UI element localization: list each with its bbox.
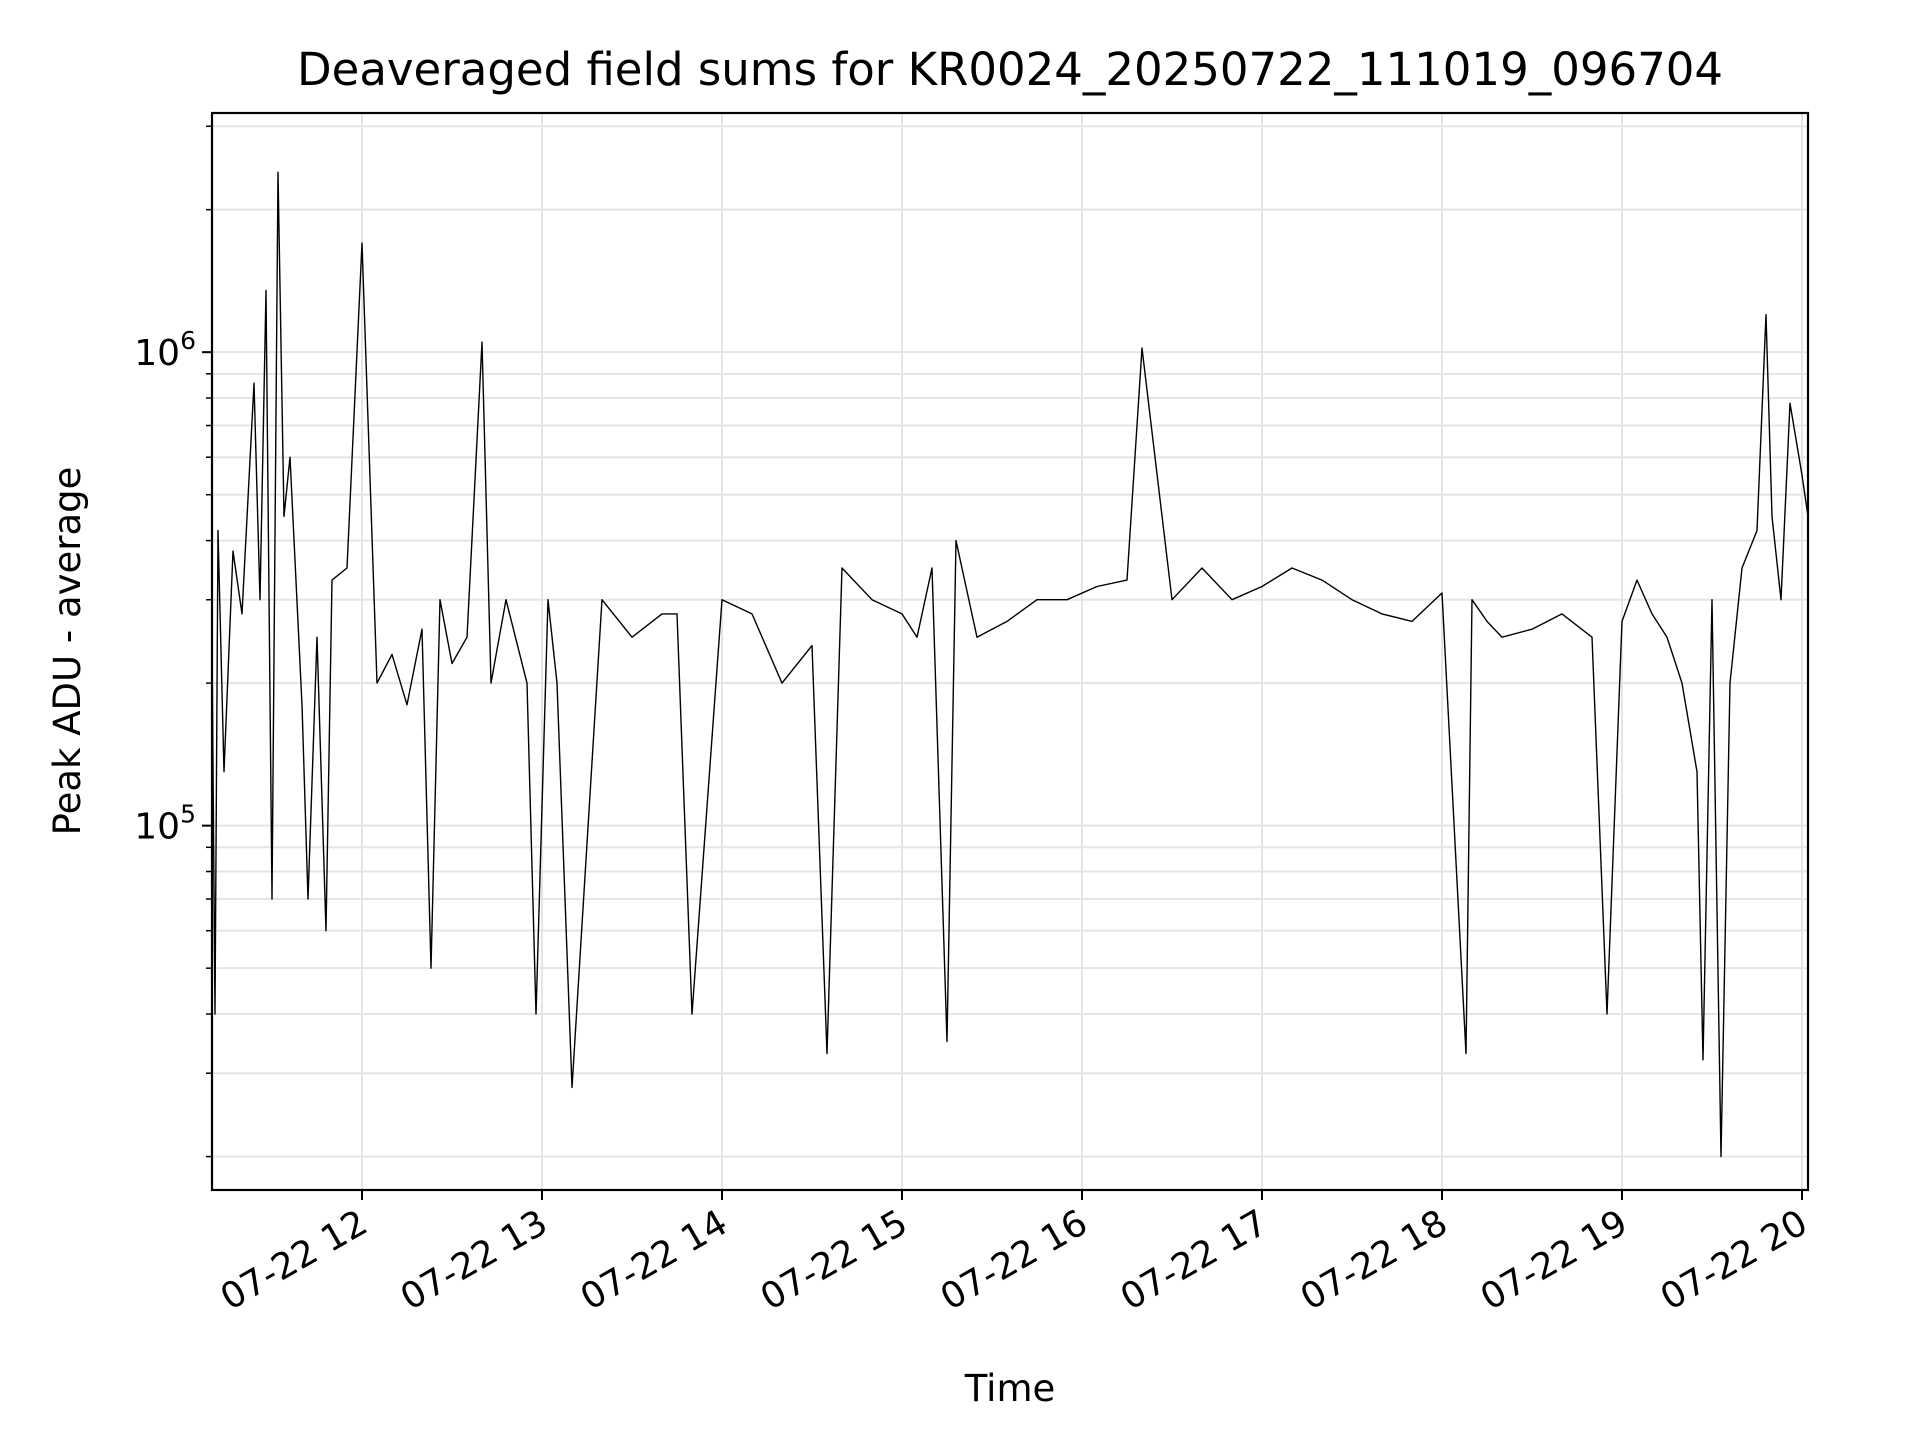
x-axis-label: Time [964, 1367, 1056, 1410]
plot-area [211, 171, 1809, 1158]
grid [212, 113, 1808, 1190]
chart-title: Deaveraged field sums for KR0024_2025072… [297, 43, 1723, 96]
y-axis: 105 106 [134, 125, 212, 1158]
y-tick-label: 105 [134, 800, 196, 848]
y-axis-label: Peak ADU - average [46, 467, 89, 836]
plot-frame [210, 111, 1810, 1192]
y-tick-label: 106 [134, 326, 196, 374]
series-line [211, 171, 1809, 1158]
